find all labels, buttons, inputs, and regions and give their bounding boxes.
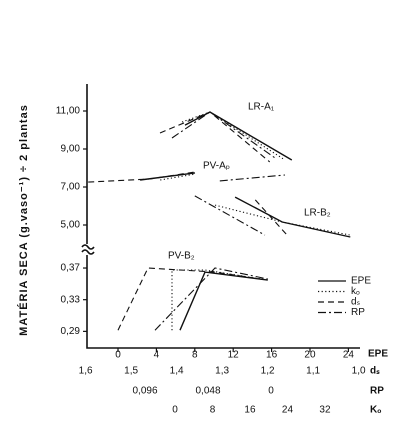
x-tick-label: 16: [266, 350, 278, 361]
y-tick-label: 5,00: [61, 220, 81, 231]
y-tick-label: 0,33: [61, 294, 81, 305]
y-tick-label: 0,37: [61, 263, 81, 274]
y-tick-label: 11,00: [56, 106, 81, 117]
series-line: [171, 269, 268, 331]
extra-axis-title: Kₒ: [370, 405, 381, 416]
y-axis-title: MATÉRIA SECA (g.vaso⁻¹) ÷ 2 plantas: [17, 104, 30, 336]
extra-tick-label: 8: [210, 405, 216, 416]
extra-tick-label: 1,2: [261, 366, 275, 377]
series-line: [117, 267, 268, 331]
series-line: [160, 173, 195, 181]
group-label: LR-B₂: [304, 208, 331, 219]
extra-tick-label: 0: [172, 405, 178, 416]
legend-label: RP: [351, 307, 365, 318]
legend-label: kₒ: [351, 286, 360, 297]
extra-tick-label: 24: [282, 405, 294, 416]
extra-tick-label: 1,4: [170, 366, 184, 377]
x-tick-label: 12: [228, 350, 240, 361]
legend-label: EPE: [351, 276, 371, 287]
extra-tick-label: 1,6: [79, 366, 93, 377]
extra-axis-title: RP: [370, 386, 384, 397]
y-tick-label: 7,00: [61, 182, 81, 193]
x-axis-title: EPE: [368, 349, 388, 360]
extra-axis-title: dₛ: [370, 366, 380, 377]
extra-tick-label: 1,3: [215, 366, 229, 377]
extra-tick-label: 1,5: [124, 366, 138, 377]
extra-tick-label: 1,0: [352, 366, 366, 377]
legend-label: dₛ: [351, 297, 361, 308]
extra-tick-label: 0,048: [195, 386, 220, 397]
extra-tick-label: 0,096: [132, 386, 157, 397]
series-line: [159, 111, 271, 163]
y-tick-label: 0,29: [61, 326, 81, 337]
group-label: PV-B₂: [168, 251, 195, 262]
y-tick-label: 9,00: [61, 144, 81, 155]
series-line: [154, 267, 268, 331]
x-tick-label: 24: [343, 350, 355, 361]
series-line: [194, 195, 266, 236]
extra-tick-label: 16: [244, 405, 256, 416]
series-line: [219, 174, 286, 182]
x-tick-label: 20: [304, 350, 316, 361]
series-line: [254, 199, 289, 237]
series-line: [171, 111, 276, 159]
series-line: [88, 171, 195, 183]
series-line: [214, 204, 351, 236]
extra-tick-label: 0: [268, 386, 274, 397]
extra-tick-label: 1,1: [306, 366, 320, 377]
group-label: LR-A₁: [248, 102, 275, 113]
x-tick-label: 4: [154, 350, 160, 361]
x-tick-label: 8: [192, 350, 198, 361]
x-tick-label: 0: [115, 350, 121, 361]
axes: [81, 84, 360, 349]
group-label: PV-Aₚ: [203, 161, 230, 172]
extra-tick-label: 32: [319, 405, 331, 416]
series-line: [179, 271, 268, 331]
